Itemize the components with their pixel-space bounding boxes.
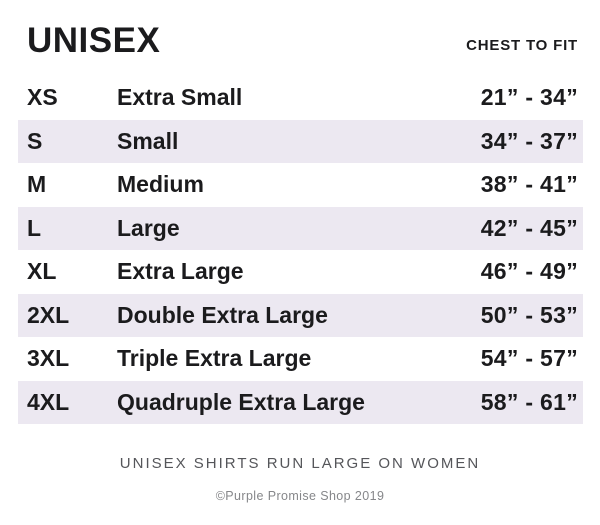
size-name: Triple Extra Large: [117, 345, 312, 372]
size-code: 2XL: [27, 301, 70, 328]
size-range: 54” - 57”: [480, 345, 578, 372]
size-range: 46” - 49”: [480, 258, 578, 285]
header: UNISEX CHEST TO FIT: [0, 0, 600, 60]
size-name: Small: [117, 127, 179, 154]
page-title: UNISEX: [27, 21, 161, 60]
size-code: M: [27, 171, 47, 198]
table-row: 4XL Quadruple Extra Large 58” - 61”: [18, 380, 583, 424]
size-range: 42” - 45”: [480, 214, 578, 241]
table-row: L Large 42” - 45”: [18, 206, 583, 250]
size-range: 34” - 37”: [480, 127, 578, 154]
size-code: L: [27, 214, 42, 241]
size-range: 58” - 61”: [480, 388, 578, 415]
table-row: M Medium 38” - 41”: [18, 163, 583, 207]
size-name: Quadruple Extra Large: [117, 388, 365, 415]
size-code: S: [27, 127, 43, 154]
size-code: XL: [27, 258, 57, 285]
fit-note: UNISEX SHIRTS RUN LARGE ON WOMEN: [119, 455, 481, 472]
size-range: 38” - 41”: [480, 171, 578, 198]
size-name: Large: [117, 214, 180, 241]
table-row: S Small 34” - 37”: [18, 119, 583, 163]
size-range: 50” - 53”: [480, 301, 578, 328]
size-name: Medium: [117, 171, 204, 198]
table-row: XL Extra Large 46” - 49”: [18, 250, 583, 294]
size-code: 3XL: [27, 345, 70, 372]
size-code: XS: [27, 84, 58, 111]
table-row: 2XL Double Extra Large 50” - 53”: [18, 293, 583, 337]
size-range: 21” - 34”: [480, 84, 578, 111]
size-name: Extra Large: [117, 258, 244, 285]
size-name: Double Extra Large: [117, 301, 328, 328]
table-row: XS Extra Small 21” - 34”: [18, 76, 583, 120]
table-row: 3XL Triple Extra Large 54” - 57”: [18, 337, 583, 381]
size-table: XS Extra Small 21” - 34” S Small 34” - 3…: [18, 76, 583, 424]
size-name: Extra Small: [117, 84, 243, 111]
copyright: ©Purple Promise Shop 2019: [215, 489, 385, 503]
size-code: 4XL: [27, 388, 70, 415]
chest-to-fit-label: CHEST TO FIT: [466, 37, 578, 54]
